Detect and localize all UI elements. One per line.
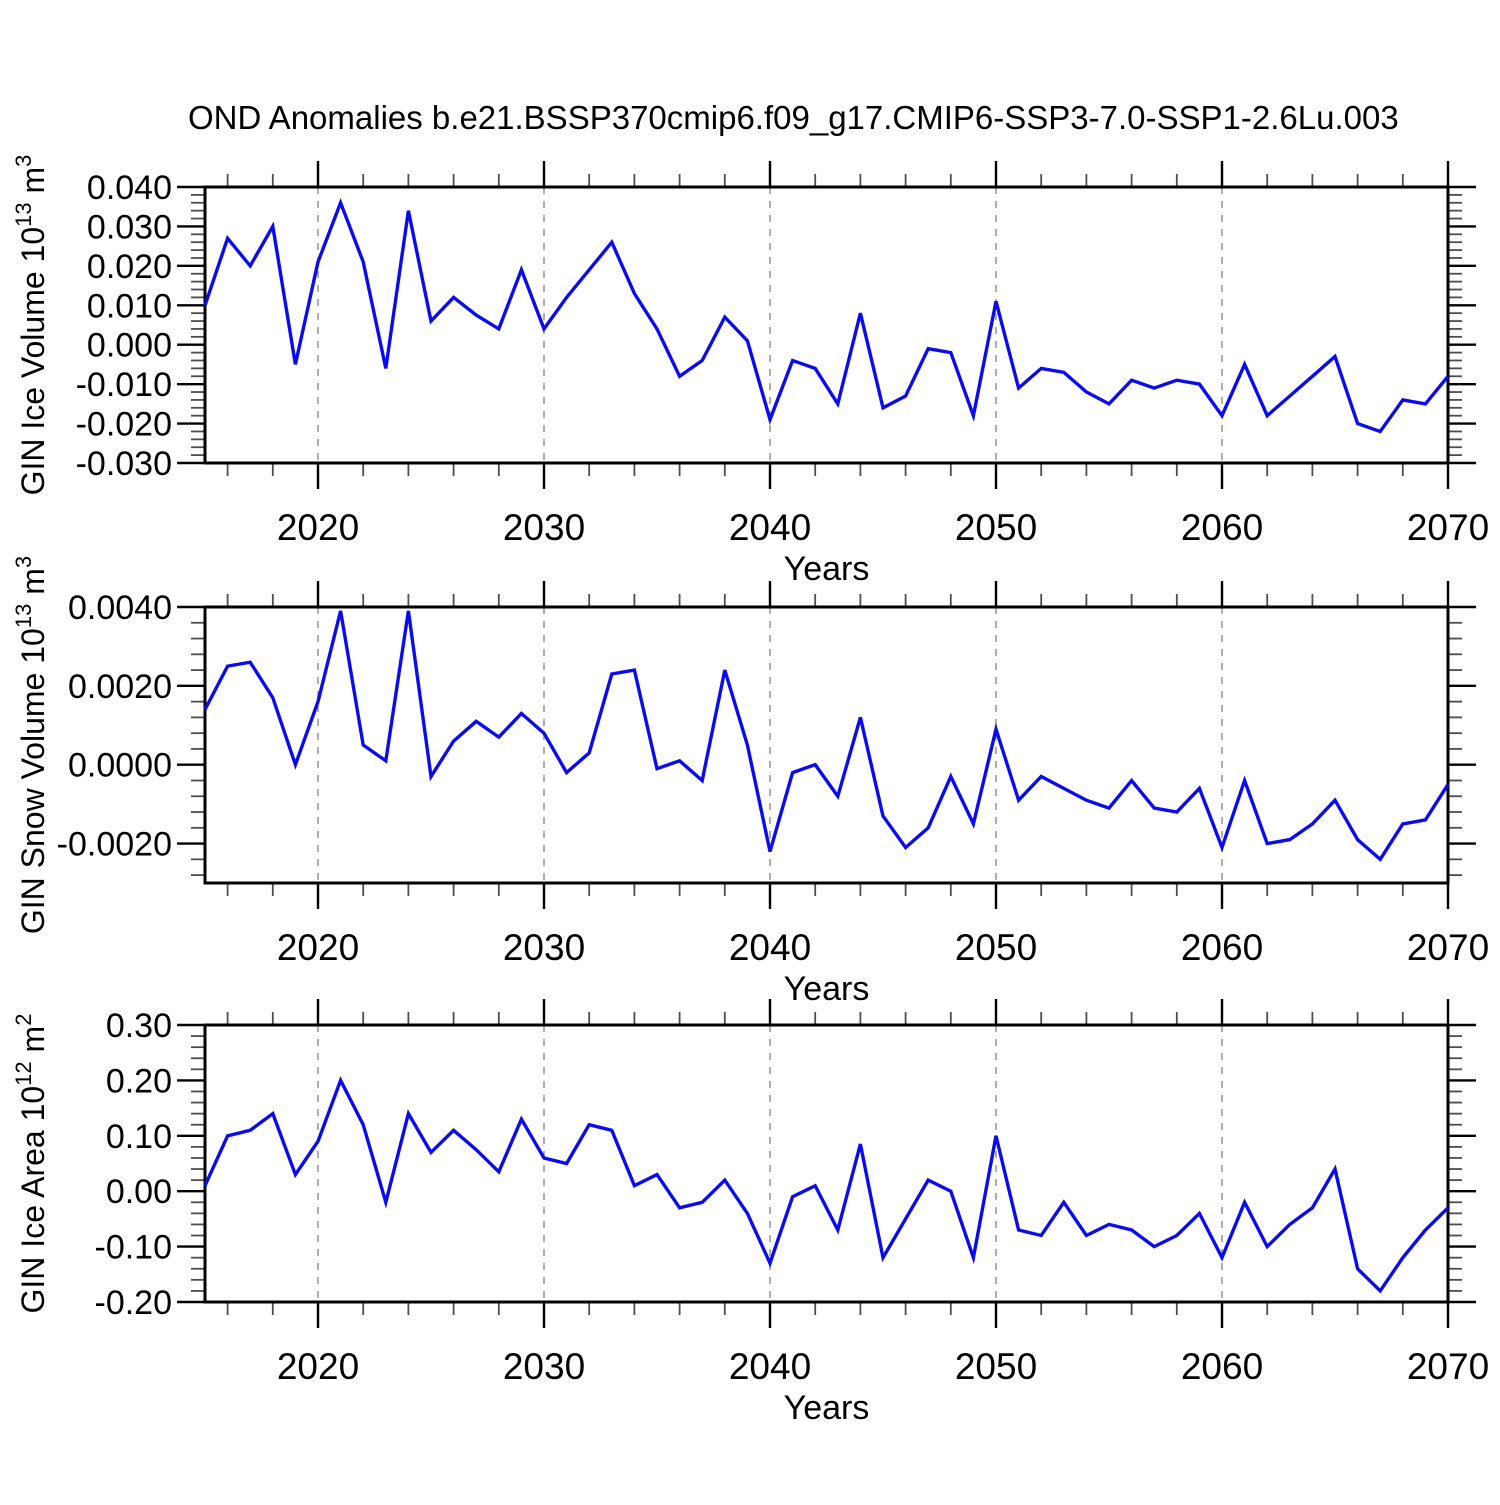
x-tick-label: 2060 — [1181, 1346, 1263, 1387]
x-tick-label: 2070 — [1407, 507, 1489, 548]
y-tick-label: -0.20 — [95, 1284, 173, 1322]
y-tick-label: -0.10 — [95, 1229, 173, 1267]
y-tick-label: 0.00 — [106, 1173, 172, 1211]
y-tick-label: 0.020 — [87, 248, 172, 286]
x-tick-label: 2040 — [729, 927, 811, 968]
x-tick-label: 2040 — [729, 1346, 811, 1387]
x-tick-label: 2060 — [1181, 507, 1263, 548]
y-tick-label: 0.040 — [87, 169, 172, 207]
x-tick-label: 2060 — [1181, 927, 1263, 968]
x-tick-label: 2030 — [503, 1346, 585, 1387]
axis-box — [203, 1023, 1450, 1304]
x-tick-label: 2030 — [503, 927, 585, 968]
panels-group: 0.0400.0300.0200.0100.000-0.010-0.020-0.… — [11, 155, 1489, 1427]
x-tick-label: 2020 — [277, 1346, 359, 1387]
x-tick-label: 2020 — [277, 927, 359, 968]
y-tick-label: 0.030 — [87, 208, 172, 246]
x-tick-label: 2070 — [1407, 1346, 1489, 1387]
panel-1: 0.0400.0300.0200.0100.000-0.010-0.020-0.… — [11, 155, 1489, 588]
data-line — [203, 1076, 1450, 1294]
data-line — [203, 610, 1450, 862]
y-tick-label: 0.0020 — [68, 668, 172, 706]
y-tick-label: 0.0000 — [68, 747, 172, 785]
y-tick-label: 0.010 — [87, 287, 172, 325]
y-tick-label: 0.0040 — [68, 589, 172, 627]
x-tick-label: 2050 — [955, 927, 1037, 968]
y-axis-title: GIN Ice Volume 1013 m3 — [11, 155, 51, 496]
x-tick-label: 2050 — [955, 1346, 1037, 1387]
data-line — [203, 198, 1450, 434]
x-axis-title: Years — [784, 970, 870, 1008]
chart-title: OND Anomalies b.e21.BSSP370cmip6.f09_g17… — [188, 99, 1399, 136]
x-tick-label: 2020 — [277, 507, 359, 548]
y-tick-label: 0.000 — [87, 327, 172, 365]
y-tick-label: -0.010 — [76, 366, 172, 404]
x-tick-label: 2050 — [955, 507, 1037, 548]
y-axis-title: GIN Ice Area 1012 m2 — [11, 1014, 51, 1314]
x-axis-title: Years — [784, 550, 870, 588]
axis-box — [203, 605, 1450, 885]
x-tick-label: 2070 — [1407, 927, 1489, 968]
x-tick-label: 2040 — [729, 507, 811, 548]
x-axis-title: Years — [784, 1389, 870, 1427]
y-tick-label: 0.30 — [106, 1007, 172, 1045]
y-tick-label: 0.10 — [106, 1118, 172, 1156]
y-tick-label: -0.0020 — [57, 826, 172, 864]
x-tick-label: 2030 — [503, 507, 585, 548]
panel-3: 0.30 0.20 0.10 0.00 -0.10 -0.20 2020 2030 2040 20… — [11, 999, 1489, 1427]
axis-box — [203, 185, 1450, 465]
y-tick-label: 0.20 — [106, 1062, 172, 1100]
panel-2: 0.0040 0.0020 0.0000 -0.0020 2020 2030 2040 205… — [11, 556, 1489, 1008]
y-axis-title: GIN Snow Volume 1013 m3 — [11, 556, 51, 934]
y-tick-label: -0.030 — [76, 445, 172, 483]
y-tick-label: -0.020 — [76, 406, 172, 444]
